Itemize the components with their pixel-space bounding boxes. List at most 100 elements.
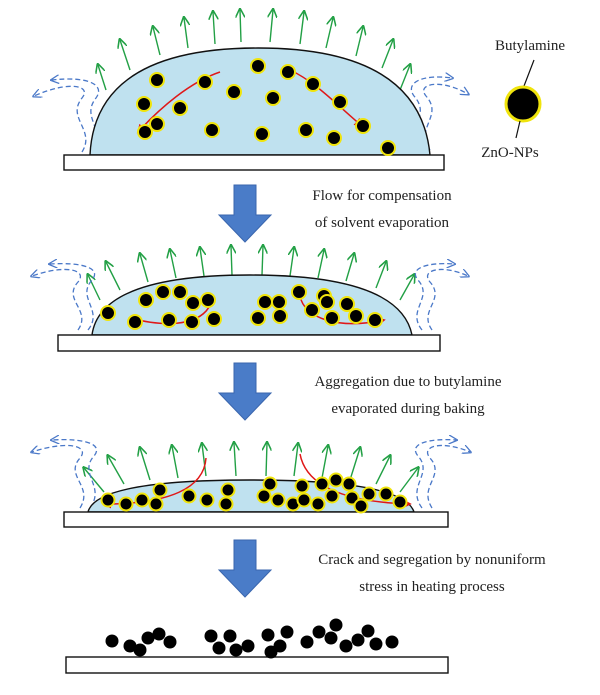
legend-butylamine-label: Butylamine <box>495 38 565 54</box>
substrate-2 <box>57 334 441 352</box>
dashed-wave-arrow-icon <box>423 83 468 151</box>
step-1-line-1: Flow for compensation <box>312 188 452 204</box>
nanoparticle <box>254 126 270 142</box>
nanoparticle <box>369 637 383 651</box>
nanoparticle <box>223 629 237 643</box>
nanoparticle <box>149 116 165 132</box>
down-arrow-icon <box>217 539 273 598</box>
nanoparticle <box>314 476 330 492</box>
up-arrow-icon <box>294 444 298 477</box>
up-arrow-icon <box>399 65 410 91</box>
nanoparticle <box>148 496 164 512</box>
nanoparticle <box>250 58 266 74</box>
stage-4 <box>65 618 449 674</box>
nanoparticle <box>185 295 201 311</box>
nanoparticles-3 <box>100 472 408 514</box>
nanoparticle <box>257 294 273 310</box>
nanoparticle <box>378 486 394 502</box>
up-arrow-icon <box>170 250 177 279</box>
process-arrows <box>217 184 273 598</box>
nanoparticle <box>280 625 294 639</box>
nanoparticle <box>339 296 355 312</box>
up-arrow-icon <box>202 444 206 477</box>
up-arrow-icon <box>108 456 125 485</box>
up-arrow-icon <box>140 254 149 283</box>
up-arrow-icon <box>231 246 232 276</box>
dashed-wave-arrow-icon <box>50 264 96 331</box>
nanoparticle <box>298 122 314 138</box>
nanoparticle <box>149 72 165 88</box>
nanoparticle <box>312 625 326 639</box>
nanoparticle <box>163 635 177 649</box>
nanoparticle <box>361 486 377 502</box>
nanoparticle <box>181 488 197 504</box>
nanoparticle <box>141 631 155 645</box>
up-arrow-icon <box>375 262 386 289</box>
nanoparticle <box>241 639 255 653</box>
nanoparticle <box>332 94 348 110</box>
nanoparticle <box>133 643 147 657</box>
nanoparticle <box>152 627 166 641</box>
nanoparticle <box>100 492 116 508</box>
evaporation-waves-2 <box>32 264 468 331</box>
droplet-1 <box>89 47 431 156</box>
up-arrow-icon <box>84 468 105 493</box>
up-arrow-icon <box>88 275 101 301</box>
up-arrow-icon <box>270 10 273 43</box>
nanoparticles-4 <box>105 618 399 659</box>
step-1-line-2: of solvent evaporation <box>315 215 450 231</box>
dashed-wave-arrow-icon <box>52 440 98 509</box>
up-arrow-icon <box>355 27 363 57</box>
nanoparticle <box>291 284 307 300</box>
dashed-wave-arrow-icon <box>414 264 454 331</box>
nanoparticle <box>220 482 236 498</box>
nanoparticle <box>324 631 338 645</box>
legend-leader-bottom <box>515 120 521 139</box>
stage-2 <box>32 246 468 352</box>
nanoparticle <box>172 100 188 116</box>
nanoparticle <box>380 140 396 156</box>
nanoparticle <box>155 284 171 300</box>
nanoparticle <box>348 308 364 324</box>
step-3-line-1: Crack and segregation by nonuniform <box>318 552 546 568</box>
substrate-4 <box>65 656 449 674</box>
up-arrow-icon <box>399 275 414 301</box>
up-arrow-icon <box>375 456 390 485</box>
nanoparticle <box>328 472 344 488</box>
nanoparticle <box>353 498 369 514</box>
nanoparticle <box>127 314 143 330</box>
nanoparticle <box>272 308 288 324</box>
up-arrow-icon <box>317 250 324 279</box>
up-arrow-icon <box>266 443 267 477</box>
stage-3 <box>32 440 470 528</box>
nanoparticle <box>294 478 310 494</box>
nanoparticle-icon <box>504 85 542 123</box>
nanoparticle <box>218 496 234 512</box>
nanoparticle <box>206 311 222 327</box>
dashed-wave-arrow-icon <box>32 268 83 331</box>
step-3-line-2: stress in heating process <box>359 579 505 595</box>
step-captions: Flow for compensation of solvent evapora… <box>312 188 546 595</box>
nanoparticles-1 <box>136 58 396 156</box>
nanoparticle <box>310 496 326 512</box>
up-arrow-icon <box>213 12 215 45</box>
nanoparticle <box>304 302 320 318</box>
up-arrow-icon <box>234 443 236 477</box>
nanoparticle <box>329 618 343 632</box>
step-2-line-2: evaporated during baking <box>331 401 485 417</box>
legend: Butylamine ZnO-NPs <box>481 38 565 161</box>
up-arrow-icon <box>345 254 354 282</box>
dashed-wave-arrow-icon <box>414 440 456 509</box>
step-2-line-1: Aggregation due to butylamine <box>314 374 501 390</box>
up-arrow-icon <box>300 12 304 45</box>
stage-1 <box>34 10 468 171</box>
up-arrow-icon <box>325 18 333 49</box>
nanoparticle <box>250 310 266 326</box>
nanoparticle <box>271 294 287 310</box>
up-arrow-icon <box>200 248 204 277</box>
nanoparticle <box>355 118 371 134</box>
nanoparticle <box>392 494 408 510</box>
nanoparticle <box>296 492 312 508</box>
legend-leader-top <box>523 59 535 87</box>
down-arrow-icon <box>217 362 273 421</box>
